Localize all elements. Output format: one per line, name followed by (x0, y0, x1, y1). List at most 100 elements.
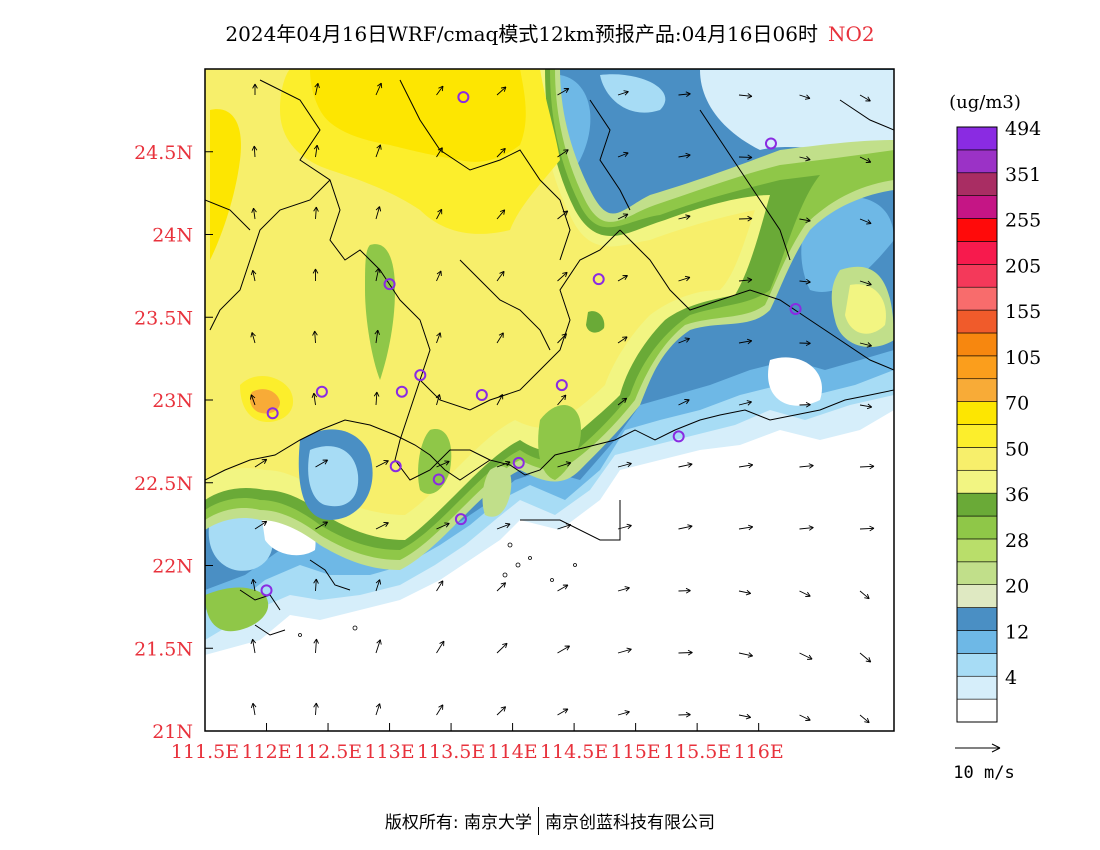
patch-east-white (768, 357, 822, 406)
map-figure: 111.5E 112E 112.5E 113E 113.5E 114E 114.5E 115E… (134, 68, 1041, 783)
y-tick-label: 23N (152, 390, 193, 412)
wind-vector (315, 145, 318, 158)
wind-vector (496, 582, 506, 592)
wind-vector (859, 590, 870, 600)
footer-separator (538, 807, 540, 835)
wind-arrowhead (500, 86, 507, 92)
wind-arrowhead (500, 706, 507, 712)
legend-swatch (956, 195, 998, 219)
wind-vectors (250, 82, 875, 724)
copyright-text: 版权所有: 南京大学 (384, 813, 533, 833)
wind-vector (251, 332, 256, 344)
wind-vector (859, 652, 872, 663)
island-6 (573, 563, 577, 567)
wind-vector (436, 332, 441, 344)
city-marker (672, 430, 685, 443)
wind-arrowhead (322, 459, 329, 465)
legend-swatch (956, 584, 998, 608)
patch-east-yellow (845, 284, 886, 334)
wind-arrowhead (313, 206, 319, 212)
wind-arrowhead (747, 652, 753, 658)
island-2 (515, 562, 521, 568)
wind-arrowhead (565, 461, 572, 467)
wind-vector (375, 639, 381, 654)
y-tick-label: 22.5N (134, 473, 193, 495)
legend-swatch (956, 172, 998, 196)
wind-arrowhead (808, 463, 814, 469)
wind-vector (799, 714, 811, 721)
wind-vector (799, 94, 811, 99)
legend-swatch (956, 332, 998, 357)
wind-vector (738, 401, 752, 406)
wind-vector (557, 210, 569, 220)
y-tick-label: 21.5N (134, 638, 193, 660)
wind-vector (315, 702, 317, 716)
y-tick-label: 21N (152, 721, 193, 743)
wind-vector (496, 642, 508, 654)
wind-arrowhead (502, 642, 508, 649)
wind-arrowhead (375, 206, 382, 212)
x-tick-label: 112.5E (294, 741, 362, 763)
wind-arrowhead (322, 521, 329, 527)
wind-vector (315, 459, 328, 468)
boundary-9 (205, 199, 251, 231)
city-marker (789, 302, 802, 315)
wind-vector (436, 394, 440, 406)
wind-vector (678, 525, 693, 530)
legend-swatch (956, 653, 998, 677)
wind-arrowhead (805, 217, 811, 223)
wind-arrowhead (745, 589, 752, 596)
wind-arrowhead (439, 640, 445, 647)
wind-vector (738, 526, 753, 530)
wind-vector (314, 330, 316, 344)
city-marker (592, 273, 605, 286)
wind-arrowhead (505, 460, 511, 467)
wind-arrowhead (436, 332, 442, 338)
wind-arrowhead (624, 710, 630, 716)
wind-vector (315, 83, 319, 96)
wind-vector (557, 394, 567, 406)
x-tick-label: 111.5E (171, 741, 239, 763)
wind-vector (496, 148, 506, 158)
wind-vector (436, 270, 442, 282)
wind-arrowhead (438, 580, 444, 586)
boundary-5 (619, 229, 894, 371)
wind-arrowhead (804, 94, 811, 100)
wind-vector (496, 523, 511, 530)
wind-vector (859, 94, 871, 102)
legend-swatch (956, 126, 998, 151)
legend-swatch (956, 401, 998, 425)
coastline (205, 389, 894, 481)
wind-vector (738, 590, 751, 594)
title-text: 2024年04月16日WRF/cmaq模式12km预报产品:04月16日06时 (225, 22, 818, 46)
island-7 (298, 633, 302, 637)
company-text: 南京创蓝科技有限公司 (545, 813, 716, 833)
wind-arrowhead (376, 639, 382, 645)
band-70-west (210, 109, 241, 260)
wind-arrowhead (563, 149, 569, 155)
wind-vector (496, 706, 506, 716)
wind-arrowhead (805, 715, 811, 721)
legend-label: 494 (1005, 118, 1041, 140)
legend-swatch (956, 218, 998, 242)
wind-vector (678, 215, 691, 220)
wind-vector (436, 147, 443, 158)
wind-arrowhead (687, 524, 693, 530)
wind-vector (254, 520, 267, 530)
map-svg: 111.5E 112E 112.5E 113E 113.5E 114E 114.5E 115E… (134, 68, 1041, 783)
wind-vector (375, 82, 382, 96)
wind-vector (799, 652, 813, 660)
wind-vector (375, 268, 380, 282)
wind-arrowhead (374, 329, 380, 335)
x-tick-label: 114E (488, 741, 538, 763)
boundary-4 (459, 259, 551, 351)
wind-arrowhead (438, 85, 444, 92)
city-marker (555, 379, 568, 392)
legend-swatch (956, 607, 998, 631)
wind-vector (253, 208, 256, 220)
wind-arrowhead (746, 338, 753, 345)
wind-vector (557, 708, 569, 716)
legend-swatch (956, 424, 998, 448)
wind-vector (252, 639, 256, 654)
wind-vector (738, 464, 753, 468)
